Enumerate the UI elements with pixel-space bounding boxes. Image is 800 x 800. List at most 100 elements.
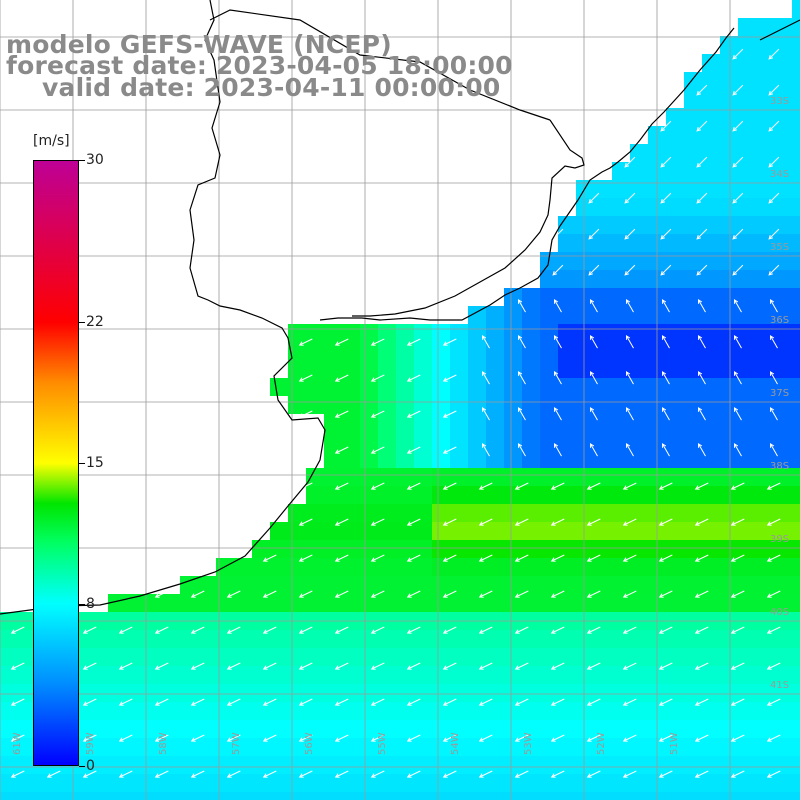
wind-speed-cell: [558, 576, 576, 594]
wind-speed-cell: [378, 630, 396, 648]
wind-speed-cell: [324, 648, 342, 666]
wind-arrow: [442, 446, 457, 454]
wind-speed-cell: [468, 666, 486, 684]
wind-speed-cell: [612, 378, 630, 396]
wind-arrow: [658, 734, 673, 742]
wind-arrow: [406, 518, 421, 526]
wind-speed-cell: [180, 594, 198, 612]
wind-speed-cell: [576, 540, 594, 558]
wind-speed-cell: [792, 648, 800, 666]
wind-speed-cell: [378, 504, 396, 522]
colorbar-tick-label: 0: [86, 758, 95, 774]
wind-speed-cell: [288, 576, 306, 594]
wind-speed-cell: [774, 396, 792, 414]
wind-speed-cell: [558, 306, 576, 324]
wind-arrow: [514, 518, 529, 526]
wind-speed-cell: [540, 486, 558, 504]
wind-arrow: [406, 590, 421, 598]
wind-speed-cell: [414, 576, 432, 594]
wind-arrow: [622, 554, 637, 562]
wind-speed-cell: [396, 648, 414, 666]
wind-arrow: [190, 662, 205, 670]
wind-speed-cell: [396, 738, 414, 756]
wind-speed-cell: [378, 324, 396, 342]
wind-arrow: [406, 410, 421, 418]
wind-speed-cell: [324, 450, 342, 468]
wind-speed-cell: [702, 720, 720, 738]
wind-speed-cell: [684, 396, 702, 414]
wind-arrow: [766, 698, 781, 706]
wind-speed-cell: [90, 666, 108, 684]
wind-speed-cell: [432, 630, 450, 648]
wind-speed-cell: [720, 504, 738, 522]
wind-speed-cell: [738, 738, 756, 756]
wind-speed-cell: [504, 756, 522, 774]
wind-arrow: [768, 228, 780, 240]
wind-speed-cell: [468, 756, 486, 774]
wind-speed-cell: [756, 396, 774, 414]
wind-speed-cell: [558, 270, 576, 288]
wind-speed-cell: [720, 684, 738, 702]
wind-speed-cell: [630, 324, 648, 342]
wind-speed-cell: [288, 324, 306, 342]
wind-speed-cell: [288, 756, 306, 774]
wind-speed-cell: [306, 666, 324, 684]
wind-speed-cell: [432, 702, 450, 720]
wind-speed-cell: [792, 756, 800, 774]
wind-speed-cell: [288, 594, 306, 612]
wind-speed-cell: [792, 720, 800, 738]
wind-speed-cell: [216, 720, 234, 738]
wind-speed-cell: [288, 738, 306, 756]
wind-arrow: [298, 770, 313, 778]
wind-speed-cell: [432, 324, 450, 342]
wind-speed-cell: [324, 414, 342, 432]
wind-speed-cell: [432, 738, 450, 756]
wind-arrow: [442, 662, 457, 670]
wind-speed-cell: [558, 360, 576, 378]
wind-arrow: [481, 442, 490, 457]
wind-speed-cell: [738, 702, 756, 720]
wind-speed-cell: [144, 756, 162, 774]
wind-speed-cell: [432, 432, 450, 450]
wind-arrow: [190, 590, 205, 598]
wind-speed-cell: [684, 288, 702, 306]
wind-speed-cell: [756, 558, 774, 576]
wind-arrow: [769, 442, 778, 457]
wind-speed-cell: [450, 648, 468, 666]
wind-speed-cell: [612, 324, 630, 342]
wind-arrow: [625, 370, 634, 385]
wind-speed-cell: [720, 144, 738, 162]
wind-arrow: [118, 662, 133, 670]
wind-arrow: [514, 554, 529, 562]
wind-speed-cell: [288, 792, 306, 800]
wind-speed-cell: [252, 756, 270, 774]
wind-speed-cell: [522, 720, 540, 738]
wind-speed-cell: [522, 504, 540, 522]
wind-speed-cell: [720, 450, 738, 468]
wind-speed-cell: [180, 576, 198, 594]
wind-speed-cell: [468, 540, 486, 558]
wind-speed-cell: [630, 342, 648, 360]
wind-speed-cell: [180, 648, 198, 666]
wind-arrow: [370, 662, 385, 670]
wind-speed-cell: [720, 396, 738, 414]
wind-speed-cell: [684, 252, 702, 270]
wind-speed-cell: [360, 450, 378, 468]
wind-speed-cell: [126, 684, 144, 702]
wind-speed-cell: [540, 702, 558, 720]
wind-arrow: [730, 554, 745, 562]
wind-speed-cell: [576, 396, 594, 414]
wind-speed-cell: [558, 396, 576, 414]
wind-speed-cell: [540, 630, 558, 648]
wind-speed-cell: [432, 792, 450, 800]
wind-speed-cell: [576, 486, 594, 504]
wind-speed-cell: [684, 180, 702, 198]
longitude-label: 53W: [523, 732, 534, 755]
wind-speed-cell: [594, 702, 612, 720]
wind-speed-cell: [288, 648, 306, 666]
wind-speed-cell: [540, 558, 558, 576]
wind-speed-cell: [756, 666, 774, 684]
wind-arrow: [732, 48, 744, 60]
wind-arrow: [334, 518, 349, 526]
wind-speed-cell: [432, 756, 450, 774]
